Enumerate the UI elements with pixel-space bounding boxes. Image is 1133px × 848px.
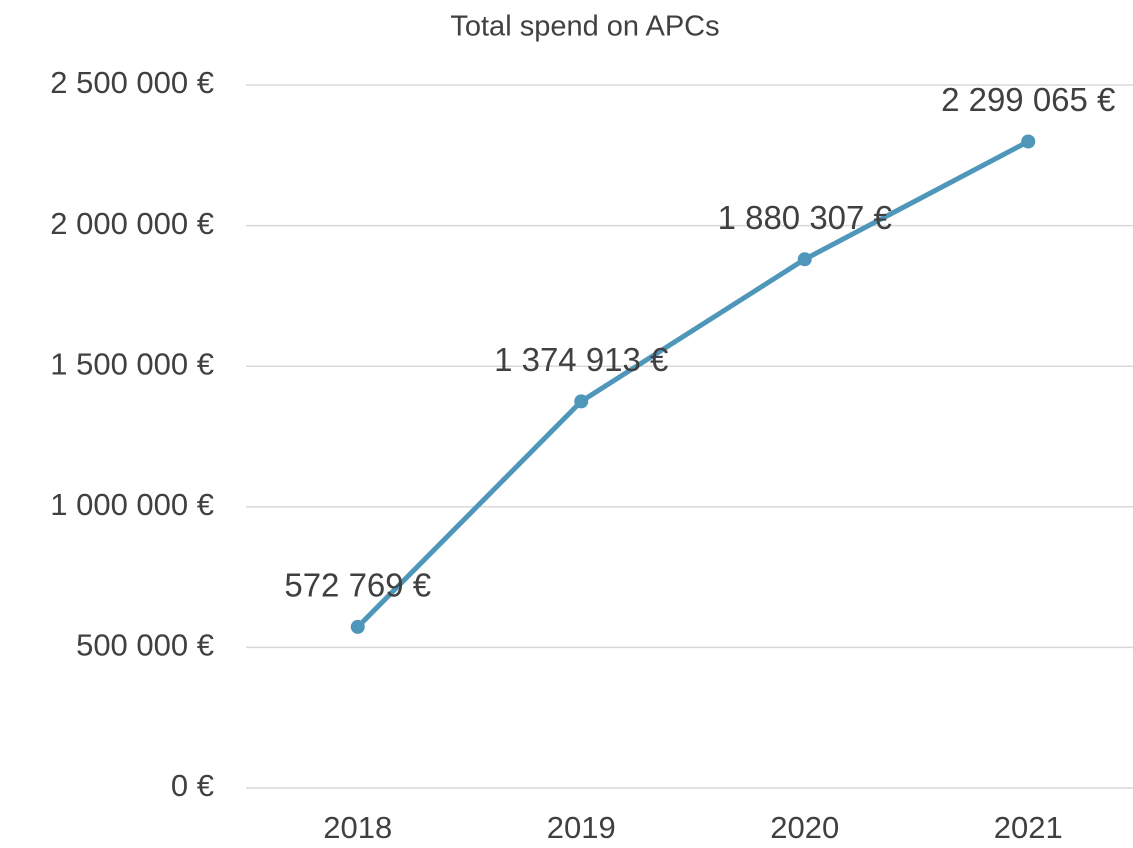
- marker: [574, 394, 589, 409]
- marker: [1021, 134, 1036, 149]
- line: [355, 139, 1030, 629]
- data-label: 1 880 307 €: [718, 199, 892, 236]
- chart-title: Total spend on APCs: [450, 11, 719, 43]
- y-tick-label: 2 500 000 €: [50, 65, 214, 100]
- x-tick-label: 2020: [770, 810, 839, 845]
- y-tick-label: 1 500 000 €: [50, 346, 214, 381]
- x-tick-label: 2021: [994, 810, 1063, 845]
- x-tick-label: 2019: [547, 810, 616, 845]
- marker: [350, 619, 365, 634]
- y-tick-label: 500 000 €: [76, 628, 214, 663]
- marker: [797, 252, 812, 267]
- data-label: 2 299 065 €: [941, 81, 1115, 118]
- y-tick-label: 2 000 000 €: [50, 206, 214, 241]
- y-tick-label: 1 000 000 €: [50, 487, 214, 522]
- data-label: 1 374 913 €: [494, 341, 668, 378]
- data-label: 572 769 €: [284, 567, 431, 604]
- x-tick-label: 2018: [323, 810, 392, 845]
- y-tick-label: 0 €: [171, 768, 214, 803]
